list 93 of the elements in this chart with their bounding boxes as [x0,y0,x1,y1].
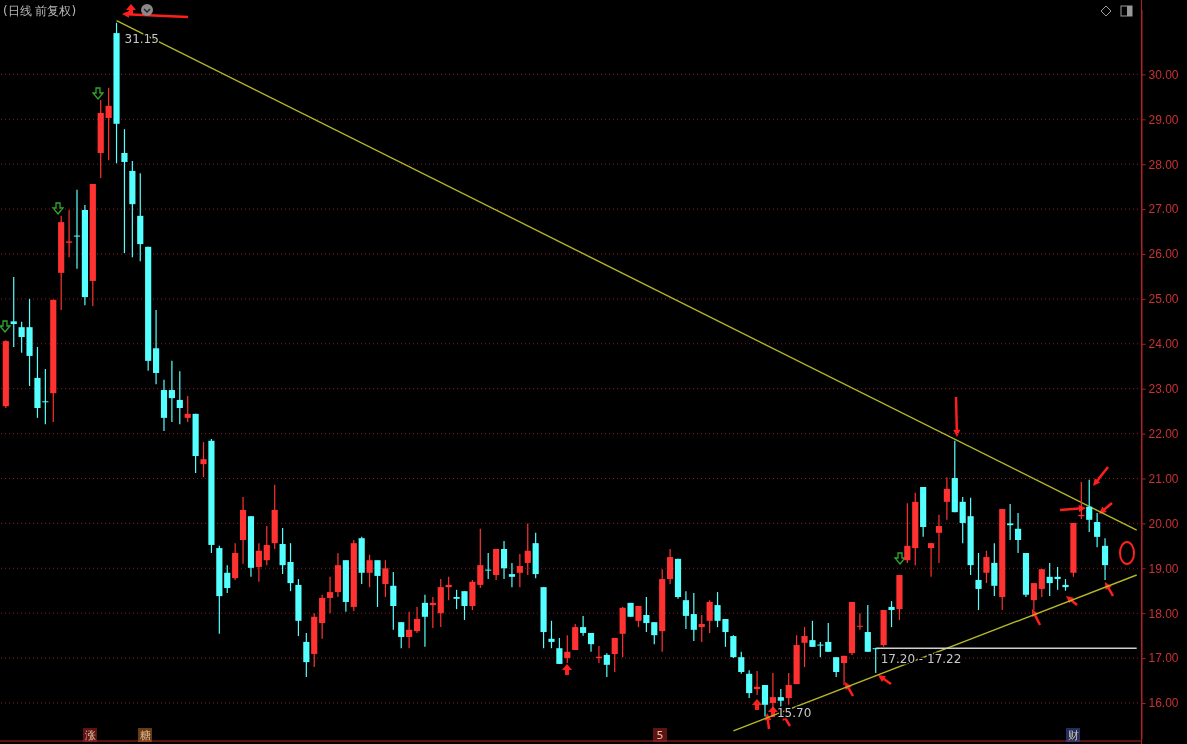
candlestick [500,540,508,580]
candlestick [975,552,982,611]
y-tick-label: 18.00 [1148,606,1179,621]
candlestick [730,634,737,659]
candlestick [840,655,848,686]
candlestick [255,542,262,583]
candlestick [1038,568,1045,598]
y-tick-label: 17.00 [1148,651,1179,666]
candlestick [904,502,911,564]
candlestick [413,606,421,634]
candlestick [927,542,935,578]
candlestick [935,514,943,564]
candlestick [864,604,871,653]
candlestick [785,672,792,706]
candlestick [548,620,555,649]
annotation: 31.15 [124,32,159,47]
candlestick [746,669,753,699]
annotation: 财 [1067,729,1079,742]
y-tick-label: 20.00 [1148,516,1179,531]
candlestick [564,634,571,664]
candlestick [761,684,769,718]
candlestick [10,276,17,348]
candlestick [303,632,310,678]
candlestick [825,622,832,653]
candlestick [1086,479,1093,533]
candlestick [485,552,492,580]
candlestick [572,623,579,651]
candlestick [983,550,990,584]
candlestick [635,605,642,628]
y-tick-label: 29.00 [1148,112,1179,127]
candlestick [959,496,966,544]
candlestick [682,590,689,630]
candlestick [738,651,745,675]
candlestick [651,621,658,645]
candlestick [556,637,563,665]
candlestick [1101,537,1109,581]
candlestick [406,611,413,649]
candlestick [524,522,531,576]
candlestick [856,612,863,631]
candlestick [643,596,650,633]
annotation: 涨 [84,729,96,742]
candlestick [168,360,175,423]
candlestick [516,553,523,588]
candlestick [888,600,895,628]
candlestick [872,647,879,674]
candlestick [1046,562,1053,597]
candlestick [390,571,397,631]
y-tick-label: 26.00 [1148,247,1179,262]
candlestick [477,528,484,589]
candlestick [667,548,674,585]
candlestick [374,559,381,608]
candlestick [991,542,998,597]
candlestick [508,562,516,588]
candlestick [366,554,373,588]
y-tick-label: 21.00 [1148,471,1179,486]
candlestick [121,128,128,254]
candlestick [176,370,183,425]
candlestick [200,441,207,478]
annotation: 17.20 - 17.22 [880,651,962,666]
y-tick-label: 27.00 [1148,202,1179,217]
annotation: 糖 [139,729,151,742]
candlestick [263,525,270,566]
candlestick [943,476,950,521]
candlestick [66,209,73,258]
candlestick [690,592,697,642]
y-tick-label: 23.00 [1148,382,1179,397]
y-tick-label: 28.00 [1148,157,1179,172]
candlestick [698,614,705,643]
candlestick [224,564,231,594]
annotation: 5 [656,729,664,742]
candlestick [105,87,112,161]
y-tick-label: 30.00 [1148,67,1179,82]
candlestick [603,652,610,678]
candlestick [833,656,840,678]
candlestick [706,599,713,634]
candlestick [801,626,808,668]
y-tick-label: 19.00 [1148,561,1179,576]
y-tick-label: 16.00 [1148,696,1179,711]
candlestick [326,576,334,614]
candlestick [1014,512,1022,554]
candlestick [73,189,81,270]
candlestick [421,594,429,648]
candlestick [398,621,405,649]
candlestick [580,615,587,637]
y-tick-label: 22.00 [1148,426,1179,441]
candlestick [1094,512,1101,548]
y-tick-label: 25.00 [1148,292,1179,307]
candlestick [382,559,389,598]
candlestick [184,395,191,423]
y-tick-label: 24.00 [1148,337,1179,352]
candlestick [1007,503,1014,541]
chart-title: (日线 前复权) [3,4,77,18]
candlestick [611,637,618,673]
